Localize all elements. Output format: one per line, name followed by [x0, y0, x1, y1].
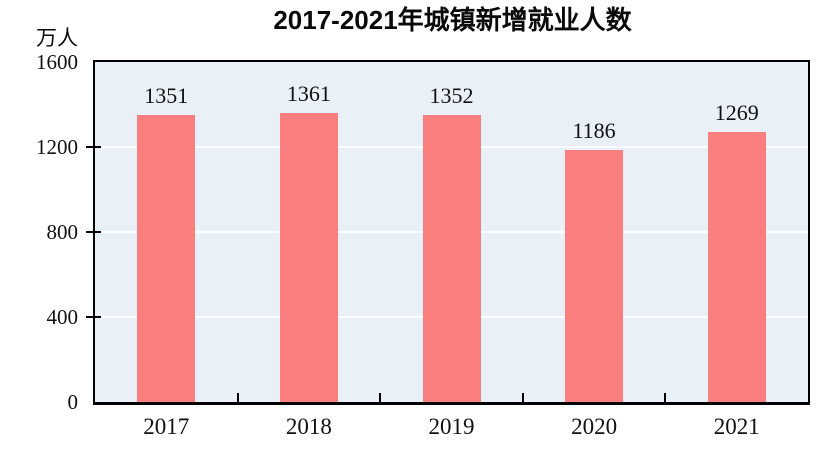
x-axis-label-2020: 2020 — [571, 414, 618, 439]
y-axis-tick-400 — [86, 316, 101, 318]
bar-2018 — [279, 112, 338, 402]
x-axis-label-2018: 2018 — [285, 414, 332, 439]
x-axis-label-2017: 2017 — [143, 414, 190, 439]
x-axis-tick-1 — [236, 393, 239, 402]
bar-2021 — [707, 132, 766, 402]
bar-value-label-2020: 1186 — [572, 117, 616, 143]
bar-value-label-2018: 1361 — [286, 80, 331, 106]
y-axis-label-0: 0 — [67, 390, 79, 414]
bar-2019 — [422, 114, 481, 402]
bar-value-label-2017: 1351 — [144, 82, 189, 108]
x-axis-label-2019: 2019 — [428, 414, 475, 439]
bar-2017 — [137, 114, 196, 402]
x-axis-tick-3 — [521, 393, 524, 402]
y-axis-tick-1200 — [86, 146, 101, 148]
x-axis-tick-4 — [664, 393, 667, 402]
y-axis-unit-label: 万人 — [36, 27, 78, 50]
y-axis-label-1200: 1200 — [36, 135, 78, 159]
bar-value-label-2021: 1269 — [714, 100, 759, 126]
y-axis-label-800: 800 — [46, 220, 79, 244]
y-axis-label-400: 400 — [46, 305, 79, 329]
x-axis-tick-2 — [379, 393, 382, 402]
y-axis-label-1600: 1600 — [36, 50, 78, 74]
bar-value-label-2019: 1352 — [429, 82, 474, 108]
x-axis-label-2021: 2021 — [713, 414, 760, 439]
y-axis-tick-800 — [86, 231, 101, 233]
plot-area: 1351 1361 1352 1186 1269 — [86, 60, 810, 405]
bar-2020 — [565, 149, 624, 402]
chart-title: 2017-2021年城镇新增就业人数 — [273, 5, 632, 35]
